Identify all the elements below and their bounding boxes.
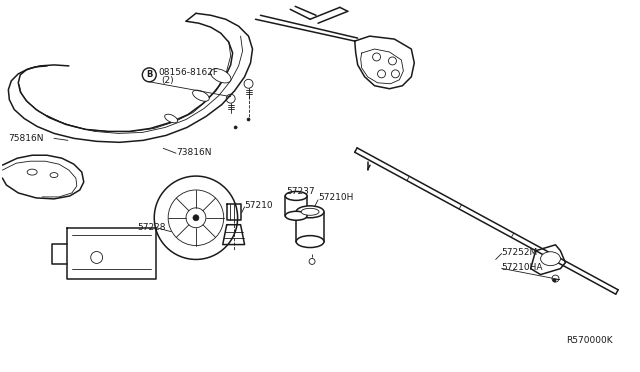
Text: 57210H: 57210H (318, 193, 353, 202)
Ellipse shape (193, 90, 209, 101)
Text: 57252M: 57252M (502, 248, 538, 257)
Text: B: B (146, 70, 152, 79)
Text: 57210: 57210 (244, 201, 273, 210)
Ellipse shape (296, 206, 324, 218)
Text: 75816N: 75816N (8, 134, 44, 143)
Text: 57210HA: 57210HA (502, 263, 543, 272)
Ellipse shape (285, 211, 307, 220)
Circle shape (247, 118, 250, 121)
Ellipse shape (285, 192, 307, 201)
Circle shape (193, 215, 199, 221)
Circle shape (553, 279, 556, 282)
Ellipse shape (50, 173, 58, 177)
Ellipse shape (296, 235, 324, 247)
Circle shape (234, 126, 237, 129)
Text: 73816N: 73816N (176, 148, 212, 157)
Ellipse shape (211, 69, 231, 83)
Text: 57237: 57237 (286, 187, 315, 196)
Ellipse shape (301, 208, 319, 215)
Ellipse shape (164, 114, 177, 123)
Text: (2): (2) (161, 76, 174, 85)
Text: 57228: 57228 (138, 223, 166, 232)
Text: R570000K: R570000K (566, 336, 612, 345)
Ellipse shape (28, 169, 37, 175)
Text: 08156-8162F: 08156-8162F (158, 68, 218, 77)
Ellipse shape (541, 252, 561, 266)
